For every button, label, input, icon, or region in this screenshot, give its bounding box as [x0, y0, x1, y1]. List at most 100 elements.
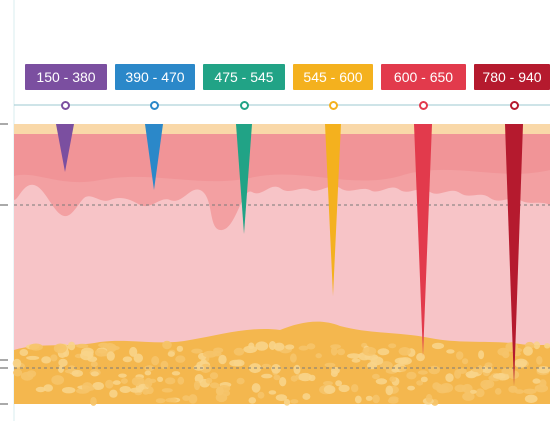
fat-cell [171, 371, 181, 376]
fat-cell [251, 383, 261, 393]
fat-cell [279, 377, 287, 387]
fat-cell [144, 377, 153, 388]
fat-cell [157, 376, 164, 382]
fat-cell [372, 373, 380, 380]
penetration-spike-3 [236, 124, 252, 234]
fat-cell [119, 386, 131, 393]
fat-cell [53, 343, 67, 354]
fat-cell [389, 376, 397, 383]
fat-cell [407, 385, 415, 391]
fat-cell [203, 350, 217, 358]
fat-cell [436, 383, 443, 392]
fat-cell [330, 370, 338, 378]
fat-cell [144, 370, 152, 376]
fat-cell [335, 380, 342, 387]
fat-cell [76, 343, 89, 348]
penetration-spike-6 [505, 124, 523, 386]
fat-cells [12, 340, 550, 406]
wavelength-marker-1 [61, 101, 70, 110]
wavelength-marker-3 [240, 101, 249, 110]
fat-cell [43, 384, 53, 392]
fat-cell [290, 375, 298, 382]
fat-cell [379, 361, 393, 370]
fat-cell [420, 376, 428, 383]
fat-cell [161, 388, 173, 393]
fat-cell [462, 392, 475, 401]
penetration-spikes [56, 124, 523, 386]
fat-cell [337, 348, 346, 356]
fat-cell [323, 381, 333, 386]
fat-cell [480, 379, 493, 390]
fat-cell [283, 398, 291, 406]
fat-cell [209, 372, 219, 380]
fat-cell [105, 379, 114, 389]
fat-cell [290, 353, 297, 363]
fat-cell [273, 374, 281, 381]
fat-cell [236, 377, 245, 385]
fat-cell [523, 388, 537, 394]
fat-cell [351, 384, 359, 393]
fat-cell [372, 394, 380, 404]
fat-cell [233, 347, 245, 356]
fat-cell [466, 373, 477, 379]
fat-cell [365, 395, 373, 401]
fat-cell [86, 351, 94, 358]
fat-cell [273, 342, 285, 351]
fat-cell [122, 356, 133, 363]
fat-cell [90, 396, 97, 406]
penetration-spike-4 [325, 124, 341, 296]
fat-cell [182, 395, 190, 401]
fat-cell [446, 349, 455, 354]
fat-cell [58, 358, 68, 367]
wavelength-marker-5 [419, 101, 428, 110]
wavelength-badge-4: 545 - 600 [293, 64, 373, 90]
fat-cell [13, 369, 23, 377]
fat-cell [233, 359, 245, 367]
fat-cell [255, 341, 269, 351]
fat-cell [398, 365, 407, 372]
fat-cell [494, 388, 502, 395]
fat-cell [315, 353, 322, 359]
fat-cell [90, 371, 99, 377]
fat-cell [120, 378, 128, 384]
fat-cell [544, 343, 550, 349]
fat-cell [398, 347, 411, 356]
fat-cell [71, 369, 84, 377]
fat-cell [302, 393, 311, 400]
wavelength-badge-2: 390 - 470 [115, 64, 195, 90]
fat-cell [167, 351, 175, 357]
fat-cell [261, 373, 273, 379]
fat-cell [35, 386, 46, 393]
fat-cell [90, 361, 98, 368]
surface-layer [14, 124, 550, 134]
fat-cell [248, 397, 257, 404]
fat-cell [106, 345, 120, 351]
fat-cell [323, 385, 336, 394]
fat-cell [388, 343, 397, 349]
wavelength-badge-6: 780 - 940 [474, 64, 550, 90]
fat-cell [41, 356, 52, 364]
fat-cell [298, 372, 312, 382]
fat-cell [394, 357, 409, 365]
wavelength-badge-1: 150 - 380 [25, 64, 107, 90]
fat-cell [106, 351, 115, 361]
wavelength-marker-6 [510, 101, 519, 110]
wavelength-badge-5: 600 - 650 [381, 64, 466, 90]
fat-cell [456, 351, 464, 360]
fat-cell [160, 360, 169, 370]
fat-cell [188, 394, 198, 404]
fat-cell [248, 342, 255, 350]
penetration-spike-5 [414, 124, 432, 356]
fat-cell [439, 383, 454, 393]
fat-cell [298, 345, 309, 351]
fat-cell [177, 376, 185, 385]
fat-cell [261, 363, 271, 369]
fat-cell [209, 382, 220, 389]
fat-cell [416, 353, 425, 362]
fat-cell [471, 368, 482, 373]
fat-cell [165, 397, 178, 403]
fat-cell [347, 353, 361, 359]
fat-cell [193, 380, 201, 391]
fat-cell [532, 378, 541, 384]
